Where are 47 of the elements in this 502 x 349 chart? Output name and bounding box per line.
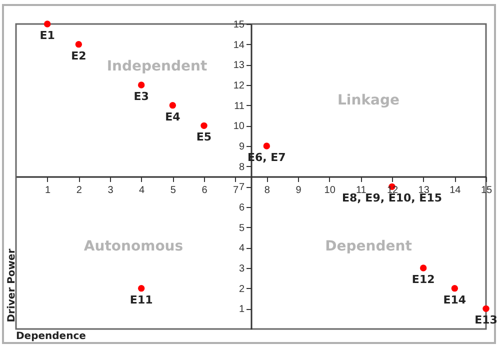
annotation: Dependent bbox=[325, 238, 412, 255]
y-axis-title: Driver Power bbox=[6, 248, 18, 324]
y-tick-label: 5 bbox=[238, 222, 245, 234]
annotation: E2 bbox=[71, 49, 86, 62]
annotation: E3 bbox=[134, 90, 149, 103]
x-tick-label: 6 bbox=[202, 185, 208, 196]
x-tick-label: 1 bbox=[45, 185, 52, 196]
annotation: E12 bbox=[412, 273, 435, 286]
y-tick-label: 11 bbox=[234, 100, 245, 112]
y-tick-label: 10 bbox=[233, 121, 245, 132]
x-tick-label: 5 bbox=[170, 185, 176, 196]
point bbox=[482, 305, 490, 312]
x-tick-label: 2 bbox=[76, 185, 82, 196]
y-tick-label: 8 bbox=[238, 162, 245, 173]
point bbox=[200, 122, 208, 130]
annotation: E1 bbox=[40, 29, 55, 42]
y-tick-label: 1 bbox=[238, 304, 245, 316]
x-axis-title: Dependence bbox=[16, 331, 86, 342]
y-tick-label: 4 bbox=[238, 243, 245, 254]
annotation: E14 bbox=[443, 293, 466, 306]
annotation: Linkage bbox=[338, 92, 400, 108]
x-tick-label: 9 bbox=[296, 185, 302, 196]
annotation: E5 bbox=[196, 130, 212, 144]
annotation: Independent bbox=[106, 58, 208, 75]
y-tick-label: 3 bbox=[238, 264, 245, 274]
y-tick-label: 6 bbox=[238, 202, 245, 214]
point bbox=[169, 102, 176, 109]
point bbox=[44, 20, 51, 28]
point bbox=[420, 264, 427, 272]
y-tick-label: 13 bbox=[233, 60, 245, 72]
x-tick-label: 8 bbox=[264, 185, 270, 196]
x-tick-label: 4 bbox=[139, 185, 146, 196]
annotation: E4 bbox=[165, 110, 181, 124]
y-tick-label: 9 bbox=[238, 142, 245, 152]
point bbox=[263, 142, 270, 150]
point bbox=[138, 284, 145, 292]
point bbox=[138, 82, 145, 88]
x-tick-label: 3 bbox=[108, 185, 114, 196]
y-tick-label: 2 bbox=[238, 284, 245, 295]
annotation: E11 bbox=[130, 293, 153, 306]
x-tick-label: 14 bbox=[450, 185, 462, 196]
annotation: Autonomous bbox=[84, 238, 184, 255]
y-tick-label: 14 bbox=[233, 40, 245, 51]
x-tick-label: 10 bbox=[324, 185, 336, 196]
point bbox=[451, 284, 458, 292]
y-tick-label: 12 bbox=[233, 80, 245, 92]
point bbox=[75, 40, 82, 48]
